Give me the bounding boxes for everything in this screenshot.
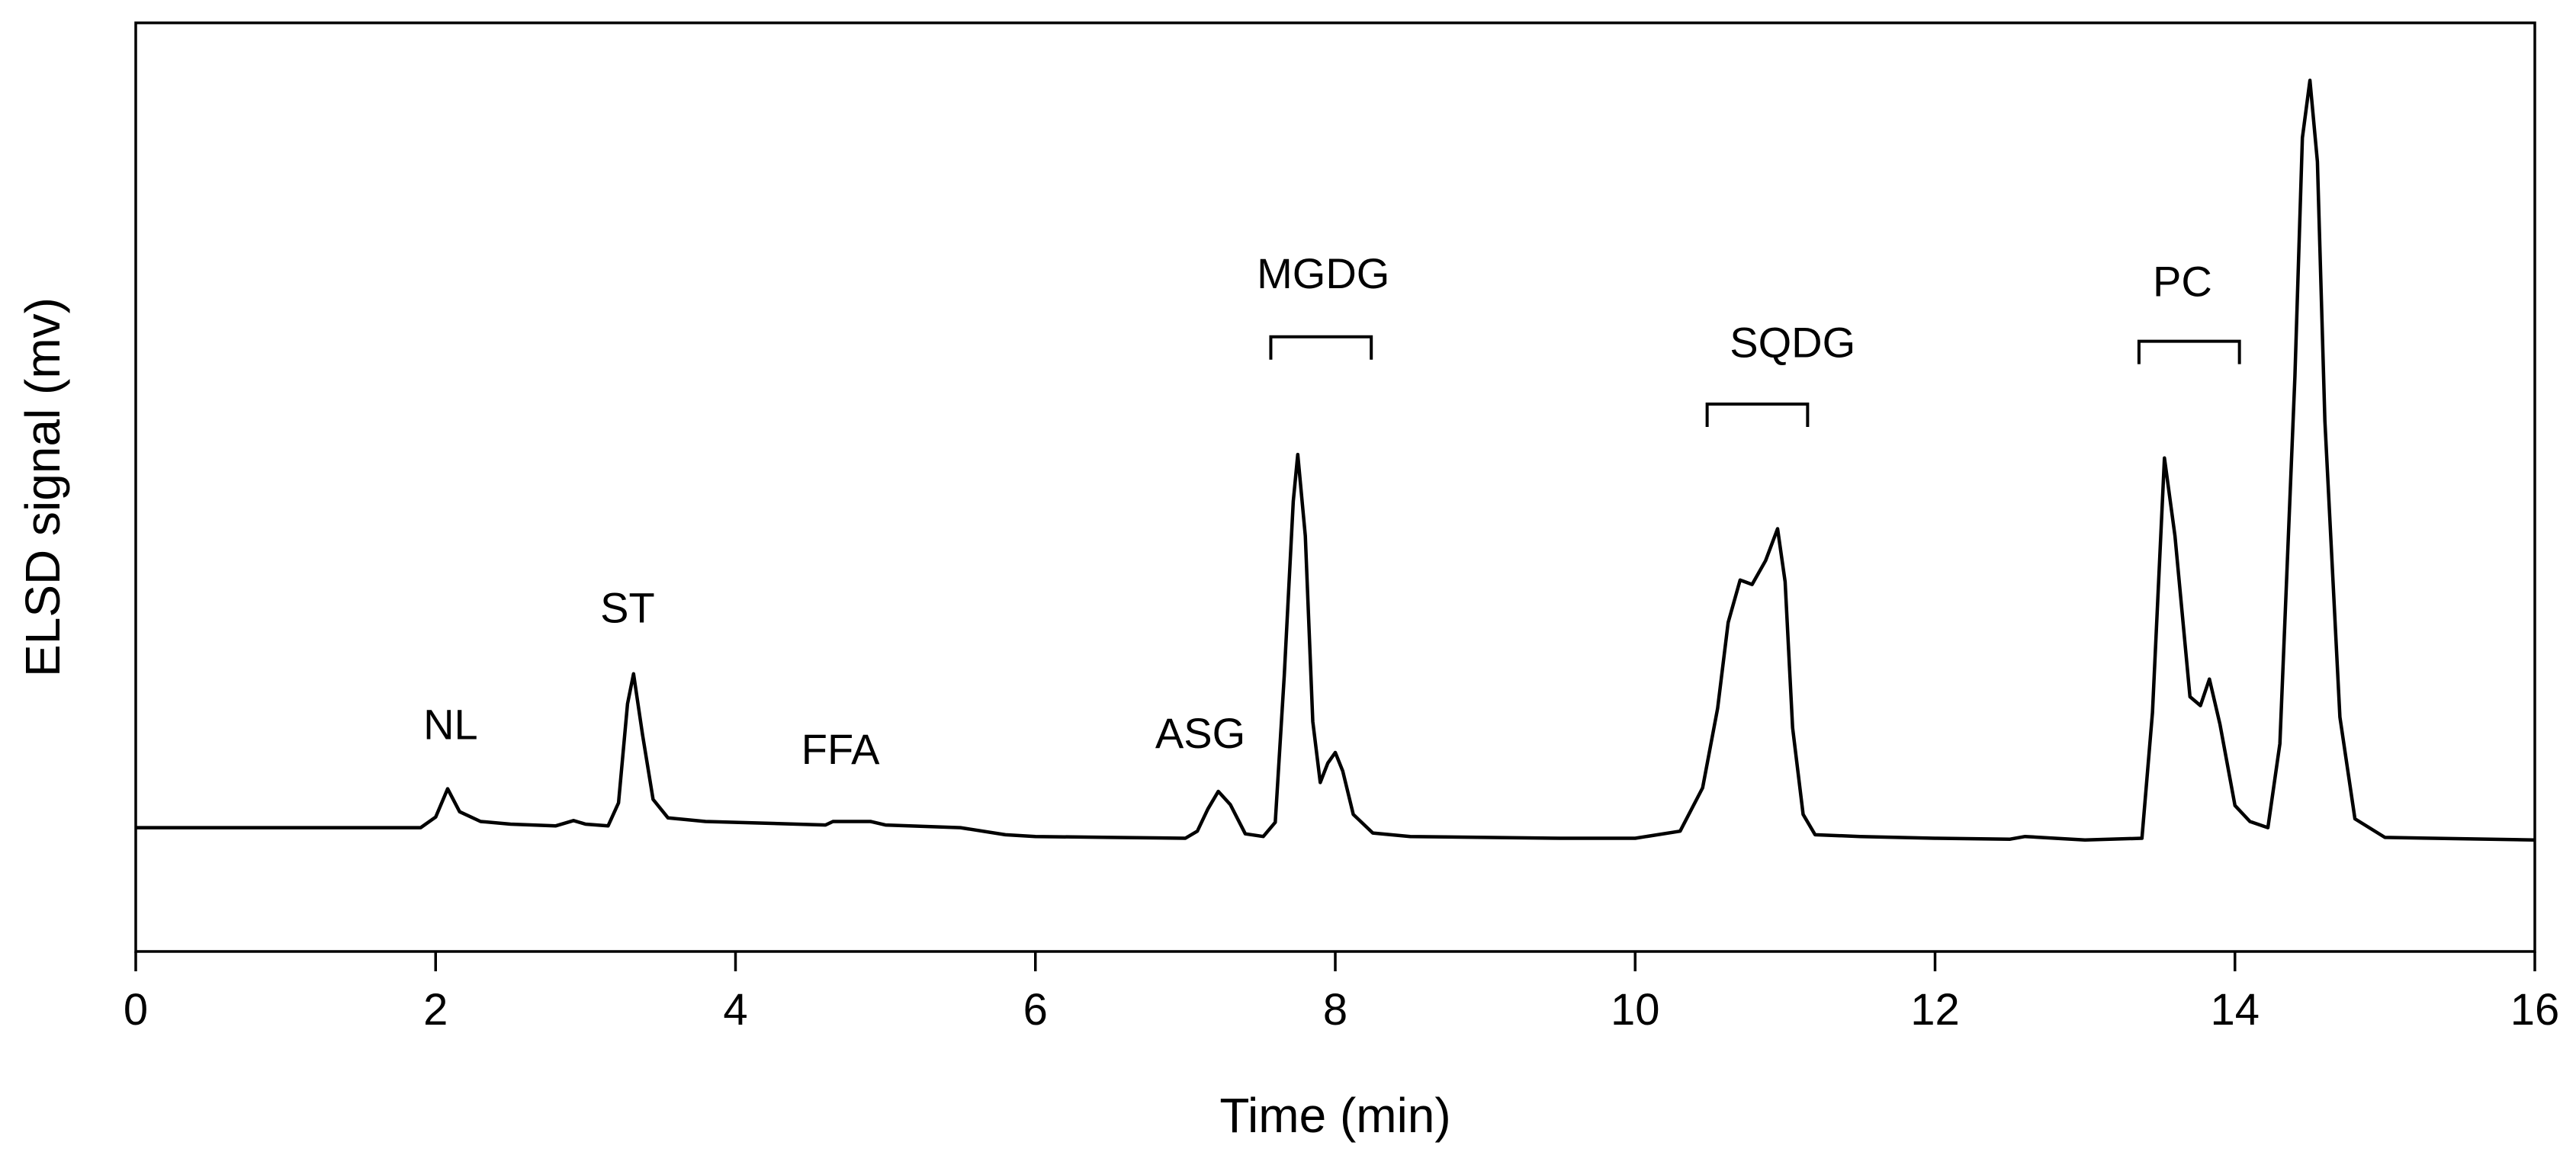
x-tick-label: 0 (124, 985, 148, 1035)
bracket-layer (1269, 335, 2241, 427)
peak-label: ST (600, 583, 655, 631)
x-tick-label: 4 (723, 985, 747, 1035)
peak-label: SQDG (1730, 318, 1855, 366)
peak-label: FFA (801, 725, 880, 773)
peak-group-bracket (1705, 402, 1810, 427)
peak-label: ASG (1155, 709, 1245, 757)
axes (134, 21, 2536, 953)
y-axis-title: ELSD signal (mv) (15, 297, 70, 677)
peak-label: MGDG (1257, 249, 1389, 297)
x-tick-label: 16 (2510, 985, 2560, 1035)
elsd-trace-line (136, 79, 2536, 842)
x-tick-label: 14 (2210, 985, 2260, 1035)
peak-label: NL (423, 701, 478, 749)
x-tick-label: 2 (423, 985, 448, 1035)
plot-frame (134, 21, 2536, 953)
x-axis-ticks: 0 2 4 6 8 10 12 14 16 (124, 951, 2559, 1035)
peak-group-bracket (1269, 335, 1373, 360)
x-tick-label: 10 (1611, 985, 1660, 1035)
peak-label-layer: NL ST FFA ASG MGDG SQDG PC DGDG (423, 0, 2344, 773)
peak-label: DGDG (2216, 0, 2344, 8)
x-tick-label: 12 (1910, 985, 1960, 1035)
x-tick-label: 8 (1323, 985, 1347, 1035)
x-axis-title: Time (min) (1219, 1088, 1450, 1143)
peak-label: PC (2153, 257, 2212, 305)
trace-layer (136, 79, 2536, 842)
peak-group-bracket (2137, 339, 2241, 364)
x-tick-label: 6 (1023, 985, 1048, 1035)
